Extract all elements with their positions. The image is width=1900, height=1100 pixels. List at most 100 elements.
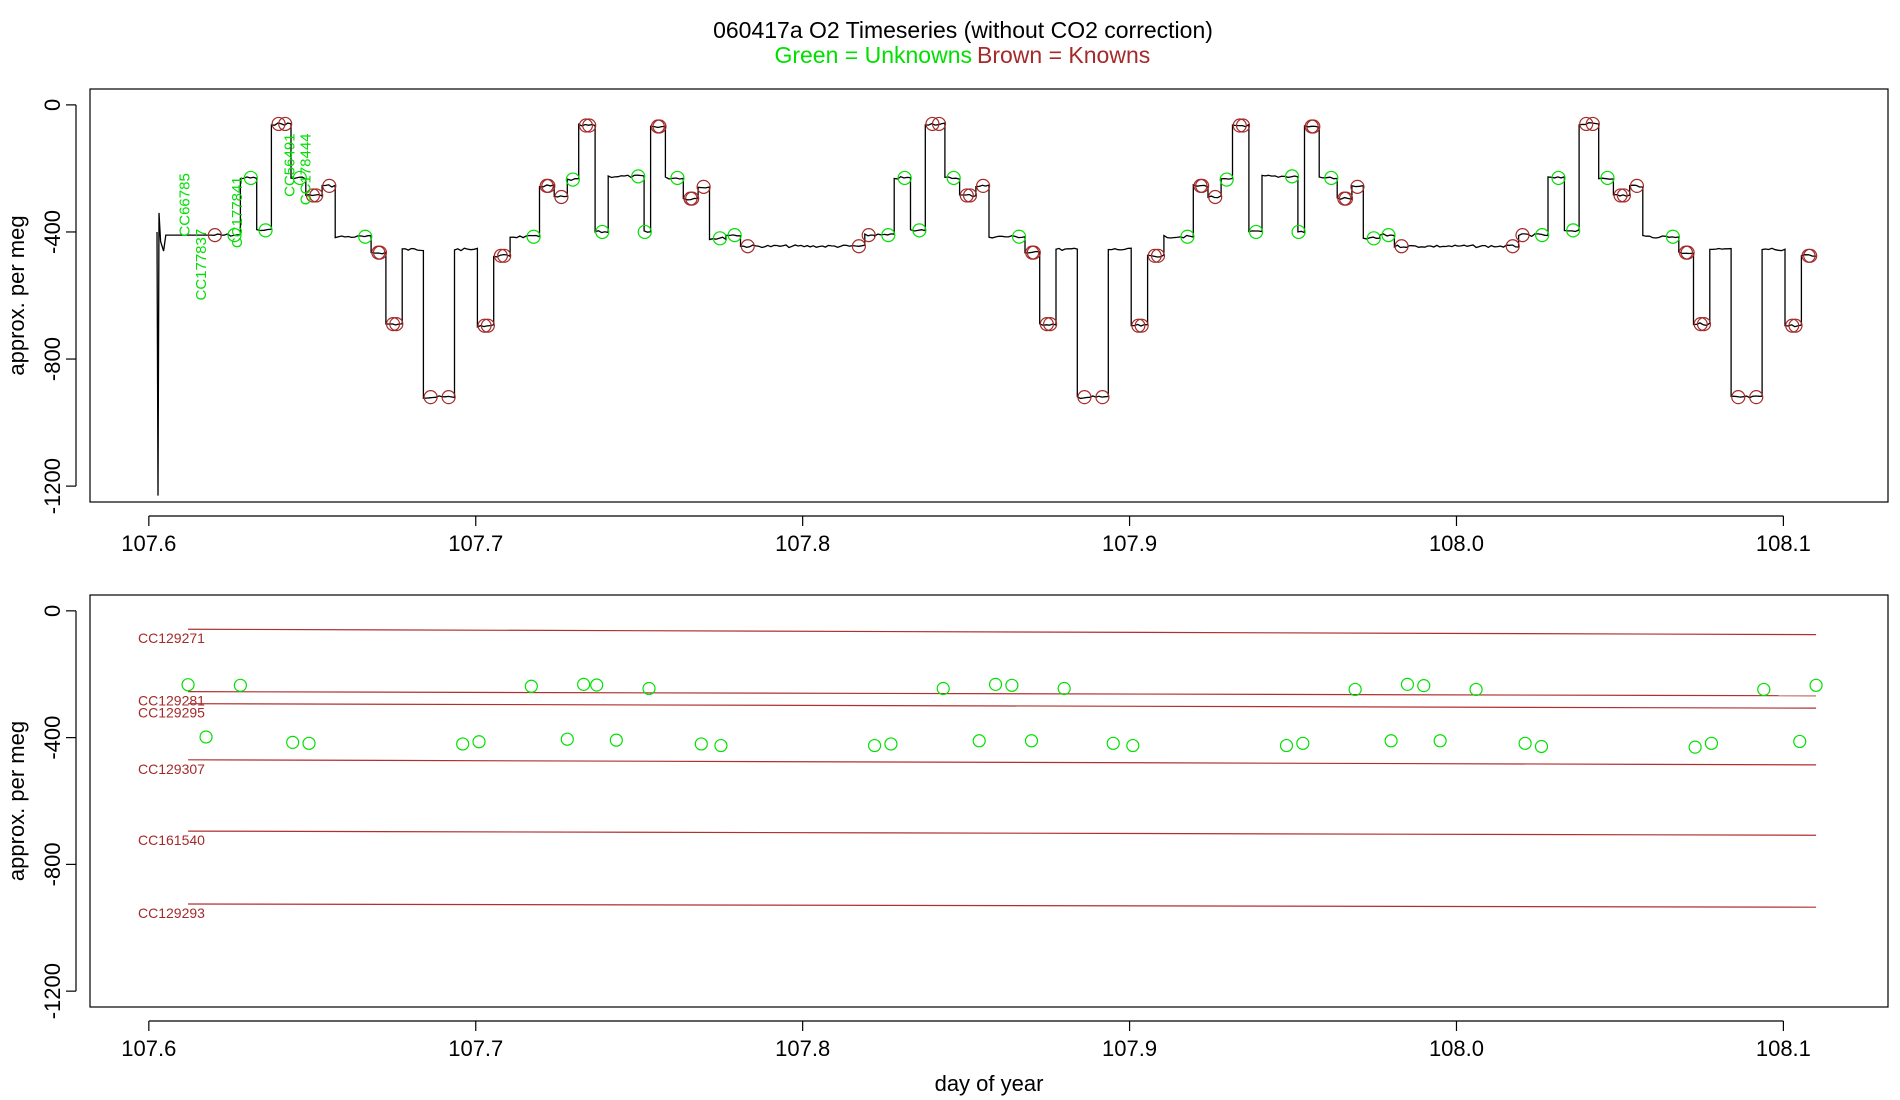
y-tick-label: -400 (40, 716, 65, 760)
top-panel-timeseries: 107.6 107.7 107.8 107.9 108.0 108.1 0 -400 -800 -… (4, 88, 1889, 556)
unknown-point (881, 228, 896, 243)
unknown-cylinder-label: CC66785 (177, 173, 194, 236)
known-reference-line (188, 691, 1817, 697)
known-point (1515, 228, 1530, 243)
unknown-point (1024, 734, 1039, 748)
unknown-point (1106, 736, 1120, 750)
x-tick-label: 108.0 (1429, 531, 1484, 556)
known-point (578, 118, 594, 133)
known-point (1337, 191, 1352, 206)
unknown-point (1809, 678, 1823, 692)
known-cylinder-label: CC129271 (138, 630, 205, 646)
unknown-point (727, 228, 742, 243)
unknown-point (565, 172, 580, 187)
unknown-point (1291, 224, 1306, 240)
known-point (1235, 118, 1251, 133)
unknown-point (1534, 739, 1549, 754)
known-point (554, 189, 569, 205)
unknown-point (936, 681, 950, 696)
unknown-point (1011, 229, 1027, 244)
unknown-point (577, 677, 591, 691)
unknown-cylinder-label: CC177837 (193, 229, 210, 301)
known-reference-line (188, 759, 1817, 766)
known-point (1585, 116, 1600, 132)
unknown-point (609, 733, 623, 747)
known-point (1785, 318, 1800, 333)
known-point (477, 318, 492, 333)
known-point (931, 116, 947, 132)
known-point (1749, 390, 1764, 405)
y-tick-label: -800 (40, 842, 65, 886)
known-point (441, 390, 456, 405)
unknown-point (302, 736, 316, 750)
known-point (1696, 316, 1712, 332)
known-point (389, 316, 404, 332)
unknown-point (1219, 172, 1234, 187)
known-point (1613, 188, 1628, 203)
y-axis: 0 -400 -800 -1200 approx. per meg (4, 99, 77, 514)
unknown-point (972, 734, 986, 748)
unknown-point (884, 737, 898, 751)
known-point (1095, 390, 1110, 405)
known-point (1043, 316, 1058, 332)
unknown-point (524, 679, 538, 693)
known-point (1025, 245, 1040, 260)
unknown-point (1384, 734, 1398, 748)
x-axis: 107.6 107.7 107.8 107.9 108.0 108.1 day of yea… (121, 1020, 1811, 1096)
known-point (497, 248, 512, 263)
unknown-point (1126, 738, 1140, 753)
unknown-point (233, 678, 247, 692)
known-reference-line (188, 903, 1817, 908)
known-point (423, 390, 438, 405)
unknown-point (1518, 736, 1532, 750)
known-point (851, 239, 866, 254)
unknown-point (642, 681, 656, 696)
unknown-point (560, 732, 574, 746)
legend-knowns: Brown = Knowns (977, 42, 1150, 68)
known-point (1208, 189, 1223, 205)
known-point (271, 116, 286, 132)
unknown-point (1433, 734, 1447, 748)
unknown-point (1535, 228, 1550, 243)
unknown-point (1366, 231, 1381, 246)
unknown-point (1793, 734, 1807, 749)
unknown-point (526, 229, 541, 244)
known-point (278, 116, 293, 132)
unknown-point (1005, 678, 1019, 692)
unknown-point (897, 170, 912, 186)
unknown-point (1248, 224, 1264, 240)
x-tick-label: 107.8 (775, 531, 830, 556)
known-point (539, 178, 554, 193)
x-tick-label: 107.7 (448, 531, 503, 556)
unknown-point (1469, 682, 1483, 697)
known-point (962, 188, 978, 203)
unknown-point (258, 223, 273, 238)
unknown-point (1566, 223, 1581, 238)
known-cylinder-label: CC161540 (138, 832, 205, 848)
x-tick-label: 107.7 (448, 1036, 503, 1061)
known-point (1693, 316, 1708, 332)
known-point (1304, 119, 1319, 134)
known-cylinder-label: CC129307 (138, 761, 205, 777)
known-reference-line (188, 830, 1817, 836)
x-tick-label: 107.9 (1102, 1036, 1157, 1061)
known-point (1350, 179, 1365, 194)
y-axis-title: approx. per meg (4, 721, 29, 881)
known-point (1616, 188, 1631, 203)
unknown-point (867, 738, 882, 753)
known-point (1788, 318, 1803, 333)
unknown-point (1284, 169, 1300, 184)
unknown-cylinder-label: CC177841 (229, 176, 246, 248)
unknown-point (227, 228, 242, 243)
known-reference-line (188, 628, 1817, 636)
unknown-point (912, 223, 927, 238)
unknown-point (712, 231, 728, 246)
unknown-point (1600, 170, 1615, 186)
known-point (1147, 248, 1162, 263)
x-axis: 107.6 107.7 107.8 107.9 108.0 108.1 (121, 515, 1811, 556)
known-point (650, 119, 665, 134)
y-tick-label: 0 (40, 605, 65, 617)
unknown-point (1400, 677, 1415, 691)
plot-frame (89, 88, 1889, 503)
